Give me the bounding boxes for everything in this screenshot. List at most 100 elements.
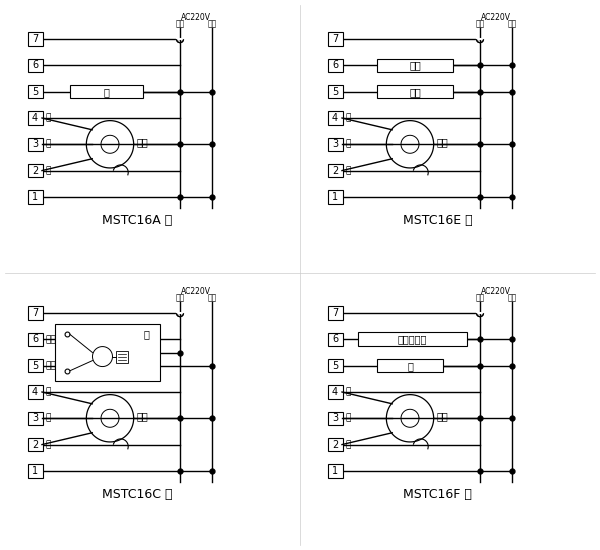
Bar bbox=[328, 385, 343, 399]
Bar bbox=[328, 164, 343, 177]
Text: 1: 1 bbox=[332, 466, 338, 476]
Text: 中: 中 bbox=[45, 140, 50, 149]
Text: 低: 低 bbox=[345, 113, 350, 123]
Text: 6: 6 bbox=[32, 60, 38, 70]
Bar bbox=[328, 190, 343, 204]
Text: 5: 5 bbox=[332, 87, 338, 97]
Bar bbox=[28, 59, 43, 72]
Bar bbox=[28, 385, 43, 399]
Text: 7: 7 bbox=[32, 308, 38, 318]
Text: 6: 6 bbox=[332, 334, 338, 344]
Text: MSTC16A 型: MSTC16A 型 bbox=[103, 213, 173, 227]
Text: 火线: 火线 bbox=[208, 293, 217, 302]
Text: 阀: 阀 bbox=[143, 329, 149, 339]
Text: 高: 高 bbox=[345, 440, 350, 449]
Text: 6: 6 bbox=[332, 60, 338, 70]
Bar bbox=[28, 138, 43, 151]
Text: 2: 2 bbox=[32, 439, 38, 449]
Text: MSTC16F 型: MSTC16F 型 bbox=[403, 487, 472, 500]
Bar bbox=[28, 438, 43, 452]
Bar bbox=[70, 85, 143, 98]
Bar bbox=[28, 32, 43, 46]
Text: 6: 6 bbox=[32, 334, 38, 344]
Text: 零线: 零线 bbox=[175, 293, 185, 302]
Bar bbox=[28, 164, 43, 177]
Text: 4: 4 bbox=[32, 387, 38, 397]
Text: 低: 低 bbox=[45, 113, 50, 123]
Text: 风机: 风机 bbox=[137, 137, 148, 147]
Bar bbox=[28, 306, 43, 320]
Text: 4: 4 bbox=[332, 387, 338, 397]
Text: 零线: 零线 bbox=[175, 19, 185, 28]
Bar bbox=[328, 59, 343, 72]
Text: 5: 5 bbox=[32, 87, 38, 97]
Text: 高: 高 bbox=[45, 440, 50, 449]
Text: 7: 7 bbox=[332, 34, 338, 44]
Text: 冷阀: 冷阀 bbox=[409, 87, 421, 97]
Text: 高: 高 bbox=[345, 166, 350, 175]
Text: 1: 1 bbox=[32, 192, 38, 202]
Text: 中: 中 bbox=[345, 140, 350, 149]
Text: 火线: 火线 bbox=[208, 19, 217, 28]
Bar bbox=[28, 359, 43, 372]
Bar bbox=[328, 333, 343, 346]
Bar bbox=[377, 59, 453, 72]
Bar bbox=[328, 411, 343, 425]
Text: 风机: 风机 bbox=[137, 411, 148, 421]
Text: 4: 4 bbox=[332, 113, 338, 123]
Text: MSTC16C 型: MSTC16C 型 bbox=[102, 487, 173, 500]
Bar bbox=[328, 306, 343, 320]
Bar bbox=[28, 85, 43, 98]
Bar bbox=[377, 359, 443, 372]
Text: MSTC16E 型: MSTC16E 型 bbox=[403, 213, 472, 227]
Text: 高: 高 bbox=[45, 166, 50, 175]
Bar bbox=[115, 350, 128, 362]
Text: 零线: 零线 bbox=[475, 293, 485, 302]
Text: AC220V: AC220V bbox=[481, 13, 511, 22]
Text: 3: 3 bbox=[332, 139, 338, 149]
Bar bbox=[328, 359, 343, 372]
Text: 热阀: 热阀 bbox=[409, 60, 421, 70]
Text: 阀: 阀 bbox=[104, 87, 109, 97]
Bar bbox=[328, 32, 343, 46]
Text: 风机: 风机 bbox=[437, 137, 448, 147]
Text: AC220V: AC220V bbox=[481, 287, 511, 296]
Text: 零线: 零线 bbox=[475, 19, 485, 28]
Text: 4: 4 bbox=[32, 113, 38, 123]
Bar bbox=[377, 85, 453, 98]
Bar bbox=[328, 464, 343, 477]
Text: 中: 中 bbox=[45, 414, 50, 423]
Text: 2: 2 bbox=[332, 439, 338, 449]
Bar bbox=[328, 85, 343, 98]
Text: 2: 2 bbox=[332, 166, 338, 175]
Text: AC220V: AC220V bbox=[181, 287, 211, 296]
Text: 中: 中 bbox=[345, 414, 350, 423]
Bar bbox=[358, 332, 467, 346]
Text: 2: 2 bbox=[32, 166, 38, 175]
Bar bbox=[28, 333, 43, 346]
Text: 阀关: 阀关 bbox=[45, 335, 56, 344]
Text: 低: 低 bbox=[345, 388, 350, 397]
Text: AC220V: AC220V bbox=[181, 13, 211, 22]
Text: 3: 3 bbox=[332, 413, 338, 424]
Bar bbox=[28, 190, 43, 204]
Bar bbox=[328, 111, 343, 125]
Bar bbox=[28, 111, 43, 125]
Text: 低: 低 bbox=[45, 388, 50, 397]
Text: 3: 3 bbox=[32, 413, 38, 424]
Text: 3: 3 bbox=[32, 139, 38, 149]
Bar bbox=[328, 438, 343, 452]
Text: 阀开: 阀开 bbox=[45, 361, 56, 370]
Text: 7: 7 bbox=[32, 34, 38, 44]
Text: 风机: 风机 bbox=[437, 411, 448, 421]
Text: 5: 5 bbox=[332, 361, 338, 371]
Bar bbox=[28, 411, 43, 425]
Text: 阀: 阀 bbox=[407, 361, 413, 371]
Text: 5: 5 bbox=[32, 361, 38, 371]
Bar bbox=[28, 464, 43, 477]
Bar bbox=[328, 138, 343, 151]
Text: 火线: 火线 bbox=[508, 19, 517, 28]
Text: 辅助电加热: 辅助电加热 bbox=[398, 334, 427, 344]
Text: 1: 1 bbox=[332, 192, 338, 202]
Text: 7: 7 bbox=[332, 308, 338, 318]
